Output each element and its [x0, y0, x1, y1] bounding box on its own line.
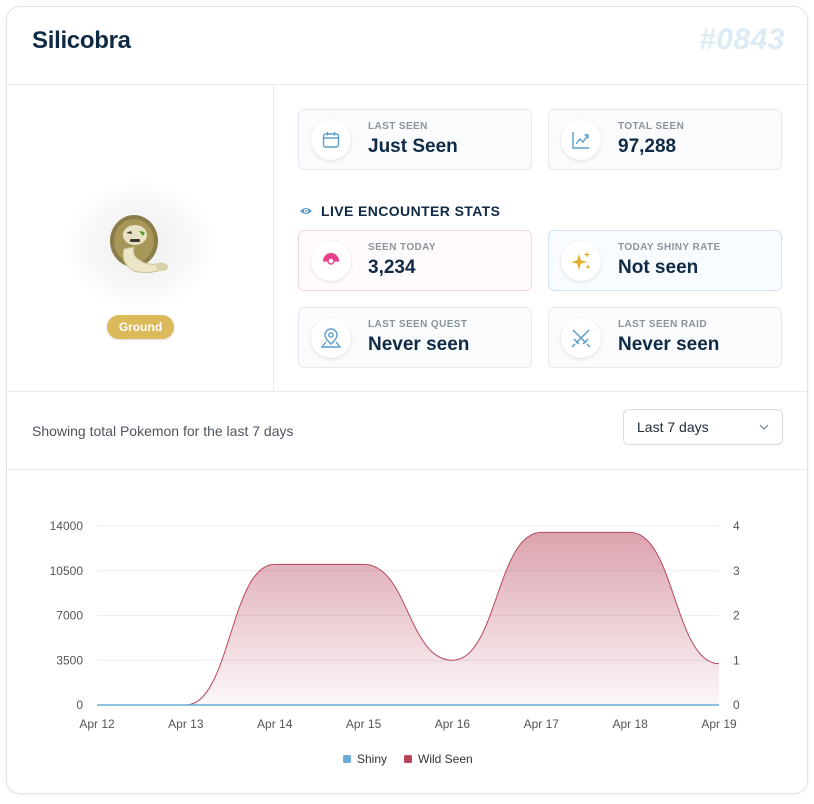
x-tick-label: Apr 18 [612, 717, 648, 731]
range-select[interactable]: Last 7 days [623, 409, 783, 445]
section-title: LIVE ENCOUNTER STATS [321, 203, 501, 219]
stat-label: LAST SEEN QUEST [368, 319, 468, 330]
chevron-down-icon [759, 424, 769, 430]
wild-seen-line [97, 531, 720, 706]
pokemon-name: Silicobra [32, 27, 131, 54]
overview-section: Ground LAST SEEN Just Seen TOTAL SEEN 97… [7, 85, 807, 392]
y-tick-right: 3 [733, 564, 740, 578]
type-badge: Ground [107, 315, 174, 339]
legend-label-wild-seen: Wild Seen [418, 752, 473, 766]
legend-swatch-wild-seen [404, 755, 412, 763]
stat-value: Just Seen [368, 136, 458, 157]
card-header: Silicobra #0843 [7, 7, 807, 85]
stat-seen-today: SEEN TODAY 3,234 [298, 230, 532, 291]
stat-label: LAST SEEN [368, 121, 428, 132]
eye-icon [300, 208, 312, 214]
y-tick-right: 2 [733, 609, 740, 623]
encounter-chart: 0 3500 7000 10500 14000 0 1 2 3 4 Apr 12 Apr 13 Apr … [7, 470, 807, 793]
map-pin-icon [311, 318, 351, 358]
y-tick-left: 14000 [50, 519, 84, 533]
legend-label-shiny: Shiny [357, 752, 387, 766]
stat-value: 3,234 [368, 257, 416, 278]
chart-canvas: 0 3500 7000 10500 14000 0 1 2 3 4 Apr 12 Apr 13 Apr … [50, 519, 740, 766]
stat-label: TOTAL SEEN [618, 121, 685, 132]
y-tick-right: 1 [733, 653, 740, 667]
stat-value: Never seen [368, 334, 470, 355]
x-tick-label: Apr 16 [435, 717, 471, 731]
sparkles-icon [561, 241, 601, 281]
y-tick-right: 0 [733, 698, 740, 712]
y-tick-left: 10500 [50, 564, 84, 578]
y-tick-left: 7000 [56, 609, 83, 623]
dex-number: #0843 [699, 23, 785, 56]
x-tick-label: Apr 15 [346, 717, 382, 731]
y-tick-left: 0 [76, 698, 83, 712]
y-tick-left: 3500 [56, 653, 83, 667]
x-tick-label: Apr 17 [524, 717, 560, 731]
pokeball-icon [311, 241, 351, 281]
stat-last-seen: LAST SEEN Just Seen [298, 109, 532, 170]
pokemon-sprite [110, 215, 168, 274]
stat-label: SEEN TODAY [368, 242, 436, 253]
x-tick-label: Apr 13 [168, 717, 204, 731]
stat-label: TODAY SHINY RATE [618, 242, 721, 253]
stat-value: Not seen [618, 257, 699, 278]
stat-value: Never seen [618, 334, 720, 355]
sprite-pane: Ground [7, 85, 274, 391]
trend-chart-icon [561, 120, 601, 160]
x-tick-label: Apr 12 [79, 717, 115, 731]
wild-seen-area [97, 532, 719, 705]
stat-last-quest: LAST SEEN QUEST Never seen [298, 307, 532, 368]
stat-total-seen: TOTAL SEEN 97,288 [548, 109, 782, 170]
live-stats-heading: LIVE ENCOUNTER STATS [299, 203, 500, 219]
stat-last-raid: LAST SEEN RAID Never seen [548, 307, 782, 368]
stat-shiny-rate: TODAY SHINY RATE Not seen [548, 230, 782, 291]
x-tick-label: Apr 19 [701, 717, 737, 731]
pokemon-card: Silicobra #0843 Ground LAST SEEN Just S [6, 6, 808, 794]
calendar-icon [311, 120, 351, 160]
stat-value: 97,288 [618, 136, 677, 157]
crossed-swords-icon [561, 318, 601, 358]
stat-label: LAST SEEN RAID [618, 319, 707, 330]
filter-description: Showing total Pokemon for the last 7 day… [32, 423, 294, 439]
range-select-value: Last 7 days [637, 419, 709, 435]
chart-filter-row: Showing total Pokemon for the last 7 day… [7, 392, 807, 470]
x-tick-label: Apr 14 [257, 717, 293, 731]
y-tick-right: 4 [733, 519, 740, 533]
legend-swatch-shiny [343, 755, 351, 763]
